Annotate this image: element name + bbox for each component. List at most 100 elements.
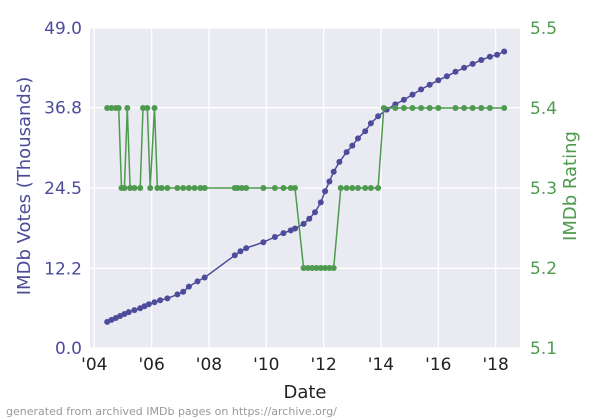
rating-point — [243, 185, 250, 191]
rating-point — [392, 105, 399, 111]
votes-point — [306, 215, 313, 222]
rating-point — [418, 105, 425, 111]
rating-point — [201, 185, 208, 191]
rating-point — [140, 105, 146, 111]
right-tick-label: 5.1 — [530, 339, 557, 359]
rating-point — [380, 105, 387, 111]
x-tick-label: '06 — [138, 355, 164, 375]
rating-point — [330, 265, 337, 271]
votes-point — [300, 220, 307, 227]
left-tick-label: 24.5 — [44, 179, 82, 199]
rating-point — [349, 185, 356, 191]
x-axis-title: Date — [283, 382, 326, 403]
x-tick-label: '18 — [482, 355, 508, 375]
votes-point — [494, 51, 501, 58]
votes-point — [343, 149, 350, 156]
rating-point — [501, 105, 508, 111]
rating-point — [300, 265, 307, 271]
left-tick-label: 0.0 — [55, 339, 82, 359]
votes-point — [317, 199, 324, 206]
ticks: '04 '06 '08 '10 '12 '14 '16 '18 0.0 12.2 24.5 36.8 4… — [44, 19, 557, 375]
votes-point — [292, 225, 298, 232]
rating-point — [115, 105, 122, 111]
rating-point — [108, 105, 115, 111]
votes-point — [452, 68, 459, 75]
votes-point — [174, 291, 181, 298]
rating-point — [322, 265, 329, 271]
votes-point — [271, 234, 278, 240]
rating-point — [164, 185, 171, 191]
rating-point — [486, 105, 493, 111]
rating-point — [197, 185, 204, 191]
votes-point — [501, 48, 508, 55]
votes-point — [157, 297, 164, 304]
votes-point — [469, 60, 476, 67]
rating-point — [400, 105, 407, 111]
votes-point — [322, 188, 329, 195]
rating-point — [375, 185, 382, 191]
votes-point — [164, 295, 171, 302]
rating-point — [127, 185, 134, 191]
votes-point — [409, 91, 416, 98]
votes-point — [231, 252, 238, 259]
votes-point — [367, 120, 374, 127]
x-tick-label: '12 — [310, 355, 336, 375]
rating-point — [469, 105, 476, 111]
right-tick-label: 5.2 — [530, 259, 557, 279]
votes-point — [125, 309, 132, 316]
votes-point — [243, 245, 250, 252]
rating-point — [144, 105, 151, 111]
rating-point — [309, 265, 316, 271]
rating-point — [409, 105, 416, 111]
rating-point — [174, 185, 181, 191]
rating-point — [147, 185, 154, 191]
rating-point — [158, 185, 165, 191]
rating-point — [280, 185, 287, 191]
left-axis-title: IMDb Votes (Thousands) — [14, 77, 35, 296]
votes-point — [185, 283, 192, 290]
rating-point — [154, 185, 161, 191]
votes-point — [426, 81, 433, 88]
right-tick-label: 5.4 — [530, 99, 557, 119]
right-tick-label: 5.3 — [530, 179, 557, 199]
left-tick-label: 36.8 — [44, 99, 82, 119]
votes-point — [180, 288, 187, 295]
votes-point — [362, 128, 369, 135]
votes-point — [336, 158, 343, 165]
rating-point — [343, 185, 350, 191]
rating-point — [452, 105, 459, 111]
rating-point — [426, 105, 433, 111]
votes-point — [400, 96, 407, 103]
rating-point — [234, 185, 241, 191]
votes-point — [478, 57, 485, 63]
rating-point — [124, 105, 131, 111]
votes-point — [312, 209, 318, 216]
votes-point — [443, 73, 450, 80]
votes-point — [131, 307, 138, 314]
rating-point — [287, 185, 294, 191]
rating-point — [260, 185, 267, 191]
footnote: generated from archived IMDb pages on ht… — [6, 405, 337, 418]
rating-series — [104, 105, 508, 271]
x-tick-label: '04 — [81, 355, 107, 375]
rating-point — [461, 105, 468, 111]
left-tick-label: 12.2 — [44, 259, 82, 279]
votes-point — [355, 135, 361, 142]
rating-point — [355, 185, 361, 191]
votes-point — [418, 86, 425, 93]
votes-point — [151, 299, 158, 306]
rating-point — [180, 185, 187, 191]
rating-point — [121, 185, 128, 191]
votes-point — [145, 301, 152, 308]
rating-point — [104, 105, 111, 111]
rating-point — [185, 185, 192, 191]
rating-point — [326, 265, 333, 271]
left-tick-label: 49.0 — [44, 19, 82, 39]
votes-point — [349, 142, 356, 149]
rating-point — [337, 185, 344, 191]
votes-point — [330, 168, 337, 175]
votes-point — [435, 77, 442, 84]
rating-point — [435, 105, 442, 111]
right-axis-title: IMDb Rating — [560, 131, 581, 241]
